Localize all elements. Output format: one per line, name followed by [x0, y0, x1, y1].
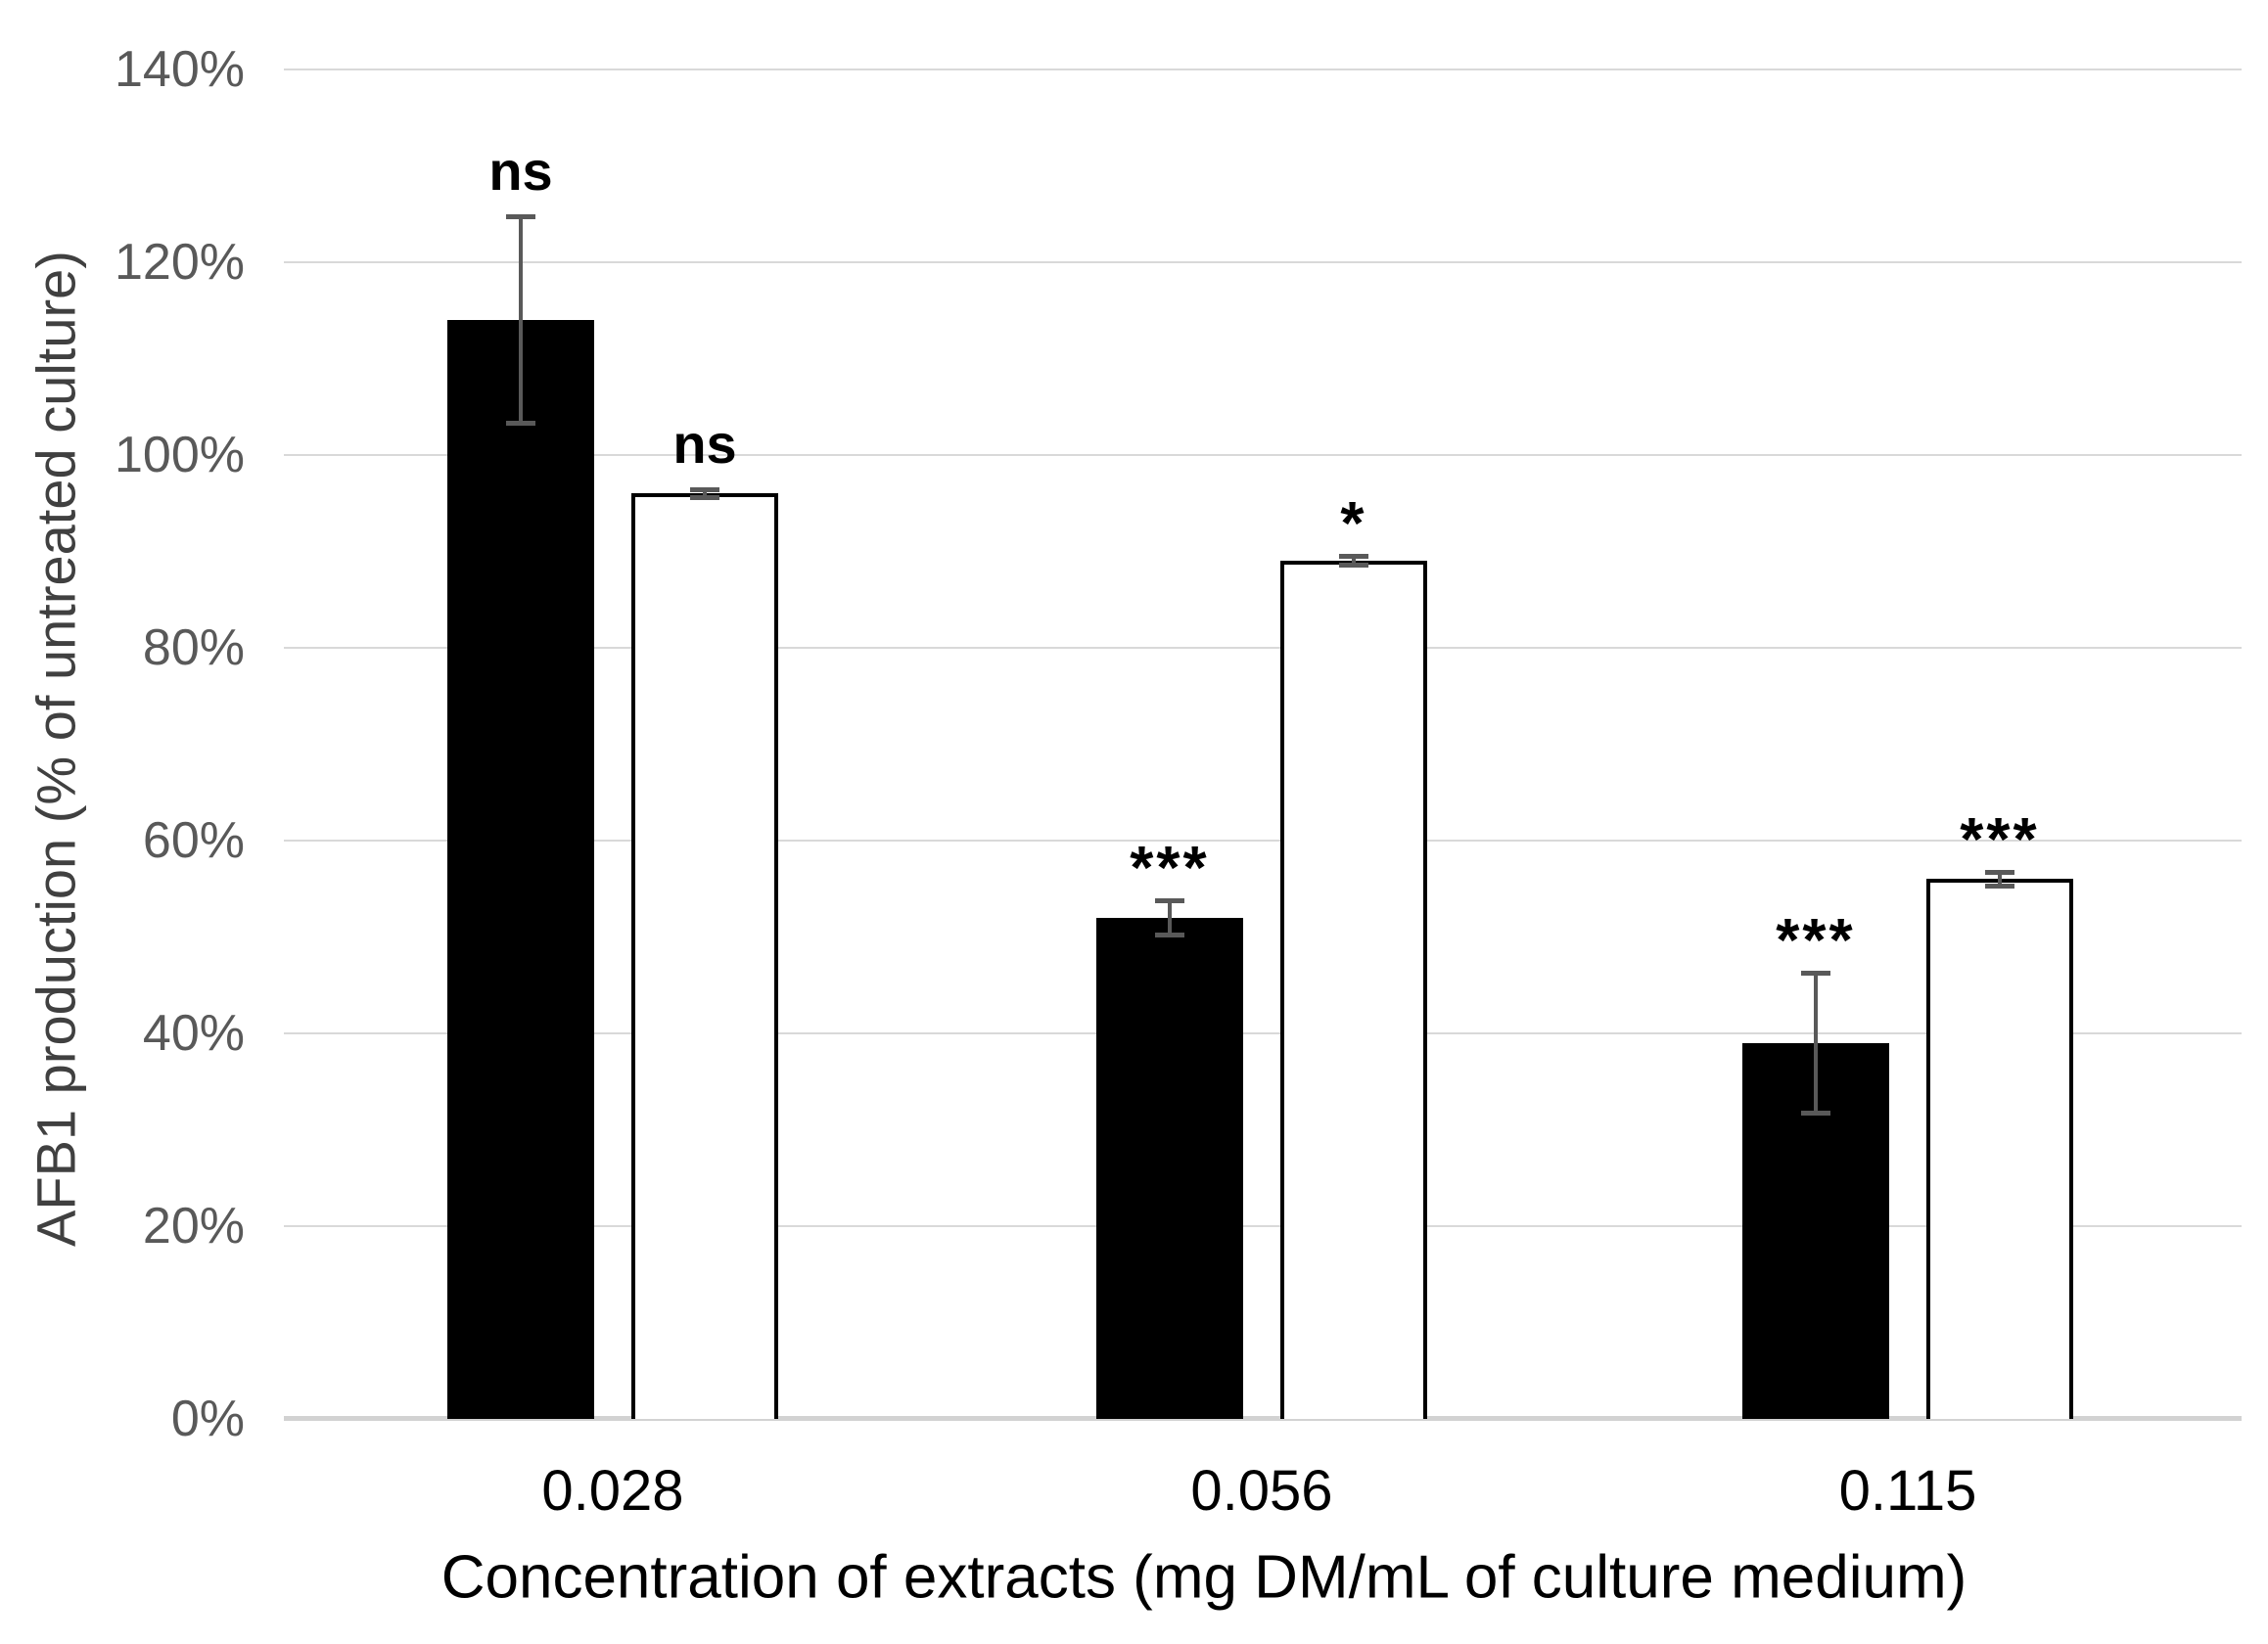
error-bar-cap-top-black-bars-0.028 — [506, 213, 535, 219]
error-bar-black-bars-0.115 — [1814, 970, 1818, 1116]
y-tick-label-60: 60% — [142, 812, 245, 869]
error-bar-black-bars-0.056 — [1168, 898, 1172, 937]
y-axis-title: AFB1 production (% of untreated culture) — [24, 251, 87, 1247]
error-bar-cap-top-white-bars-0.056 — [1339, 554, 1368, 560]
bar-black-bars-0.028 — [447, 320, 594, 1419]
y-tick-label-140: 140% — [115, 41, 245, 98]
significance-label-black-bars-0.028: ns — [488, 139, 553, 202]
significance-label-white-bars-0.115: *** — [1960, 805, 2040, 874]
gridline-20 — [284, 1225, 2242, 1227]
error-bar-cap-bottom-black-bars-0.115 — [1801, 1110, 1830, 1116]
error-bar-cap-top-white-bars-0.028 — [690, 486, 719, 492]
error-bar-white-bars-0.115 — [1998, 869, 2002, 890]
y-tick-label-40: 40% — [142, 1005, 245, 1062]
y-tick-label-100: 100% — [115, 427, 245, 483]
gridline-100 — [284, 454, 2242, 456]
error-bar-cap-top-black-bars-0.115 — [1801, 970, 1830, 976]
bar-white-bars-0.056 — [1280, 561, 1427, 1419]
gridline-120 — [284, 261, 2242, 263]
significance-label-black-bars-0.115: *** — [1776, 906, 1856, 975]
x-axis-title: Concentration of extracts (mg DM/mL of c… — [440, 1543, 1967, 1612]
error-bar-cap-top-black-bars-0.056 — [1155, 898, 1184, 904]
x-category-label-0.115: 0.115 — [1838, 1459, 1977, 1523]
error-bar-white-bars-0.056 — [1352, 554, 1356, 569]
bar-black-bars-0.056 — [1096, 917, 1243, 1419]
error-bar-cap-bottom-white-bars-0.056 — [1339, 563, 1368, 569]
x-category-label-0.056: 0.056 — [1190, 1459, 1333, 1523]
y-tick-label-0: 0% — [170, 1391, 245, 1447]
x-axis-line — [284, 1416, 2242, 1421]
error-bar-white-bars-0.028 — [703, 486, 707, 501]
error-bar-cap-bottom-white-bars-0.115 — [1985, 884, 2014, 890]
x-category-label-0.028: 0.028 — [541, 1459, 684, 1523]
y-tick-label-80: 80% — [142, 619, 245, 676]
bar-white-bars-0.028 — [631, 493, 778, 1419]
error-bar-cap-bottom-black-bars-0.028 — [506, 421, 535, 427]
error-bar-cap-top-white-bars-0.115 — [1985, 869, 2014, 875]
significance-label-black-bars-0.056: *** — [1130, 835, 1210, 903]
gridline-140 — [284, 68, 2242, 70]
y-tick-label-120: 120% — [115, 234, 245, 291]
bar-white-bars-0.115 — [1926, 879, 2073, 1419]
error-bar-cap-bottom-white-bars-0.028 — [690, 495, 719, 501]
significance-label-white-bars-0.028: ns — [672, 412, 737, 475]
gridline-60 — [284, 840, 2242, 842]
y-tick-label-20: 20% — [142, 1198, 245, 1255]
gridline-40 — [284, 1032, 2242, 1034]
significance-label-white-bars-0.056: * — [1340, 490, 1367, 559]
error-bar-black-bars-0.028 — [519, 213, 523, 427]
gridline-80 — [284, 647, 2242, 649]
error-bar-cap-bottom-black-bars-0.056 — [1155, 932, 1184, 937]
